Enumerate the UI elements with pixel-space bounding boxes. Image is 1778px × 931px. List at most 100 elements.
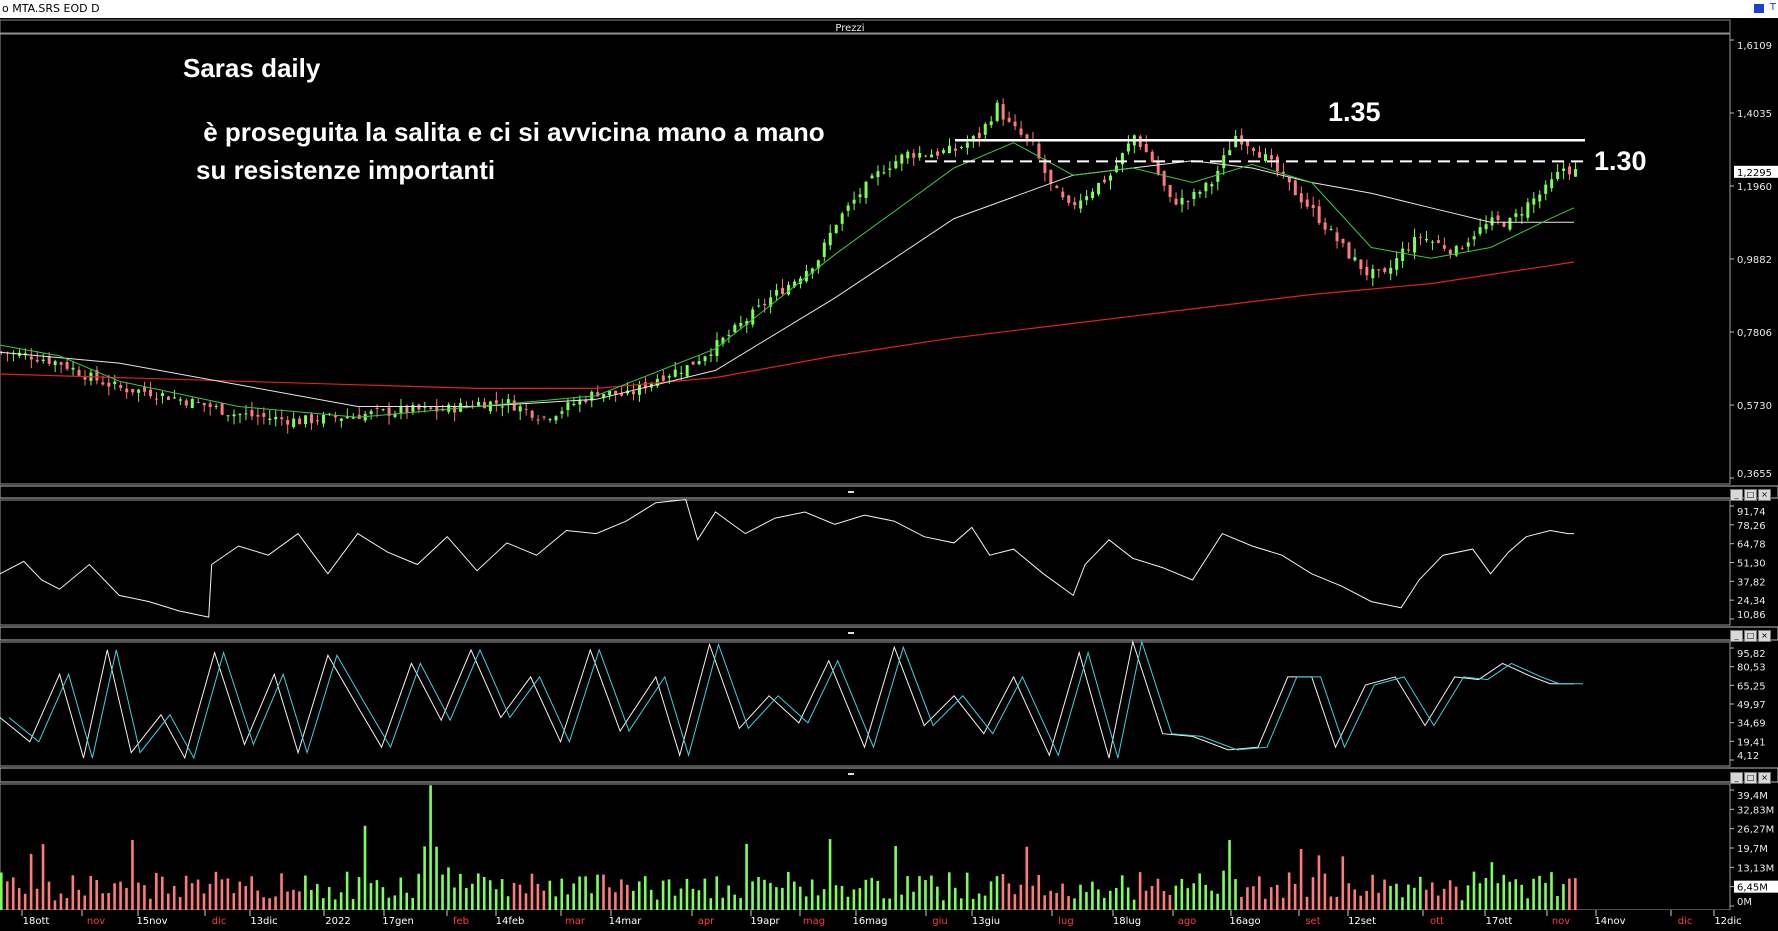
candle-down [584,399,588,403]
x-axis-tick-label: 19apr [750,916,780,927]
rsi-panel-close-button[interactable]: × [1758,489,1771,501]
volume-bar-up [1192,883,1196,910]
candle-down [1150,151,1154,162]
volume-bar-down [1031,885,1035,910]
volume-bar-down [256,890,259,910]
volume-bar-down [1049,890,1052,910]
candle-down [35,359,39,362]
candle-up [1371,268,1375,279]
candle-down [453,405,457,413]
candle-down [149,389,153,397]
volume-bar-down [1150,885,1154,910]
rsi-axis-tick-label: 64,78 [1737,540,1766,551]
volume-bar-down [1424,889,1428,910]
x-axis: 18ott nov 15nov dic 13dic 2022 17gen feb 14feb ma… [0,910,1778,931]
volume-bar-down [1299,849,1303,910]
volume-bar-up [1174,885,1178,910]
candle-up [214,405,218,407]
candle-down [1335,232,1339,242]
volume-bar-up [423,846,426,910]
candle-up [476,401,480,406]
stoch-d-line [8,639,1583,760]
volume-bar-up [1198,873,1202,910]
candle-up [667,376,671,378]
stoch-panel-minimize-button[interactable]: _ [1730,630,1743,642]
volume-bar-down [166,893,170,910]
volume-bar-up [870,877,874,910]
volume-bar-down [1365,890,1368,910]
candle-down [125,388,129,393]
candle-down [691,361,695,365]
volume-bar-down [530,873,534,910]
candle-up [894,161,898,169]
window-flag-icon[interactable] [1754,4,1764,13]
volume-bar-up [834,885,838,910]
stoch-panel-close-button[interactable]: × [1758,630,1771,642]
window-corner-label: T [1769,2,1776,13]
stoch-axis-tick-label: 4,12 [1737,751,1759,762]
candle-up [721,337,725,344]
volume-bar-down [1317,855,1321,910]
candle-down [29,356,33,360]
volume-bar-up [930,875,933,910]
candle-up [268,418,272,420]
candle-up [244,413,248,415]
candle-down [1436,240,1440,243]
volume-bar-up [399,877,403,910]
volume-bar-up [1419,876,1422,910]
candle-down [1138,136,1142,147]
volume-bar-up [697,890,701,910]
price-panel[interactable] [0,98,1585,434]
volume-bar-up [971,898,975,910]
volume-bar-up [953,887,957,910]
candle-up [1574,168,1578,177]
volume-bar-up [1085,892,1088,910]
candle-down [316,420,319,422]
volume-bar-up [560,878,564,910]
candle-down [220,403,224,415]
candle-down [1168,185,1172,197]
x-axis-tick-label: ott [1430,916,1444,927]
volume-bar-up [661,880,665,910]
candle-up [1097,182,1101,195]
candle-down [1007,117,1011,122]
window-titlebar: o MTA.SRS EOD D T [0,0,1778,20]
x-axis-tick-label: 12set [1348,916,1376,927]
stochastic-panel[interactable] [0,639,1583,760]
volume-panel-close-button[interactable]: × [1758,772,1771,784]
candle-down [1407,249,1411,251]
stoch-panel-restore-button[interactable]: □ [1744,630,1757,642]
rsi-axis-tick-label: 10,86 [1737,610,1766,621]
rsi-panel-minimize-button[interactable]: _ [1730,489,1743,501]
volume-bar-up [924,880,927,910]
volume-bar-down [1168,894,1172,910]
candle-down [405,405,409,413]
volume-bar-up [965,872,969,910]
rsi-panel[interactable] [0,499,1574,618]
candle-down [1281,171,1285,174]
volume-bar-down [1067,896,1070,910]
volume-panel[interactable] [0,785,1577,910]
volume-bar-up [488,880,492,910]
volume-panel-minimize-button[interactable]: _ [1730,772,1743,784]
volume-bar-up [691,888,695,910]
candle-up [71,367,75,370]
volume-bar-down [1335,896,1339,910]
candle-down [482,402,486,409]
volume-bar-down [137,882,140,910]
volume-panel-restore-button[interactable]: □ [1744,772,1757,784]
candle-down [196,401,200,403]
volume-bar-down [1436,895,1440,910]
candle-up [566,402,570,410]
candle-down [536,419,540,421]
candle-up [393,413,397,417]
candle-up [1454,246,1458,256]
candle-up [1550,179,1554,189]
volume-bar-down [1323,873,1327,910]
y-axis-labels: 1,6109 1,4035 1,1960 0,9882 0,7806 0,5730 0,36… [1730,39,1778,908]
candle-up [560,411,564,414]
rsi-panel-restore-button[interactable]: □ [1744,489,1757,501]
volume-bar-up [1460,900,1464,910]
volume-bar-up [882,898,886,910]
candle-up [327,413,331,415]
